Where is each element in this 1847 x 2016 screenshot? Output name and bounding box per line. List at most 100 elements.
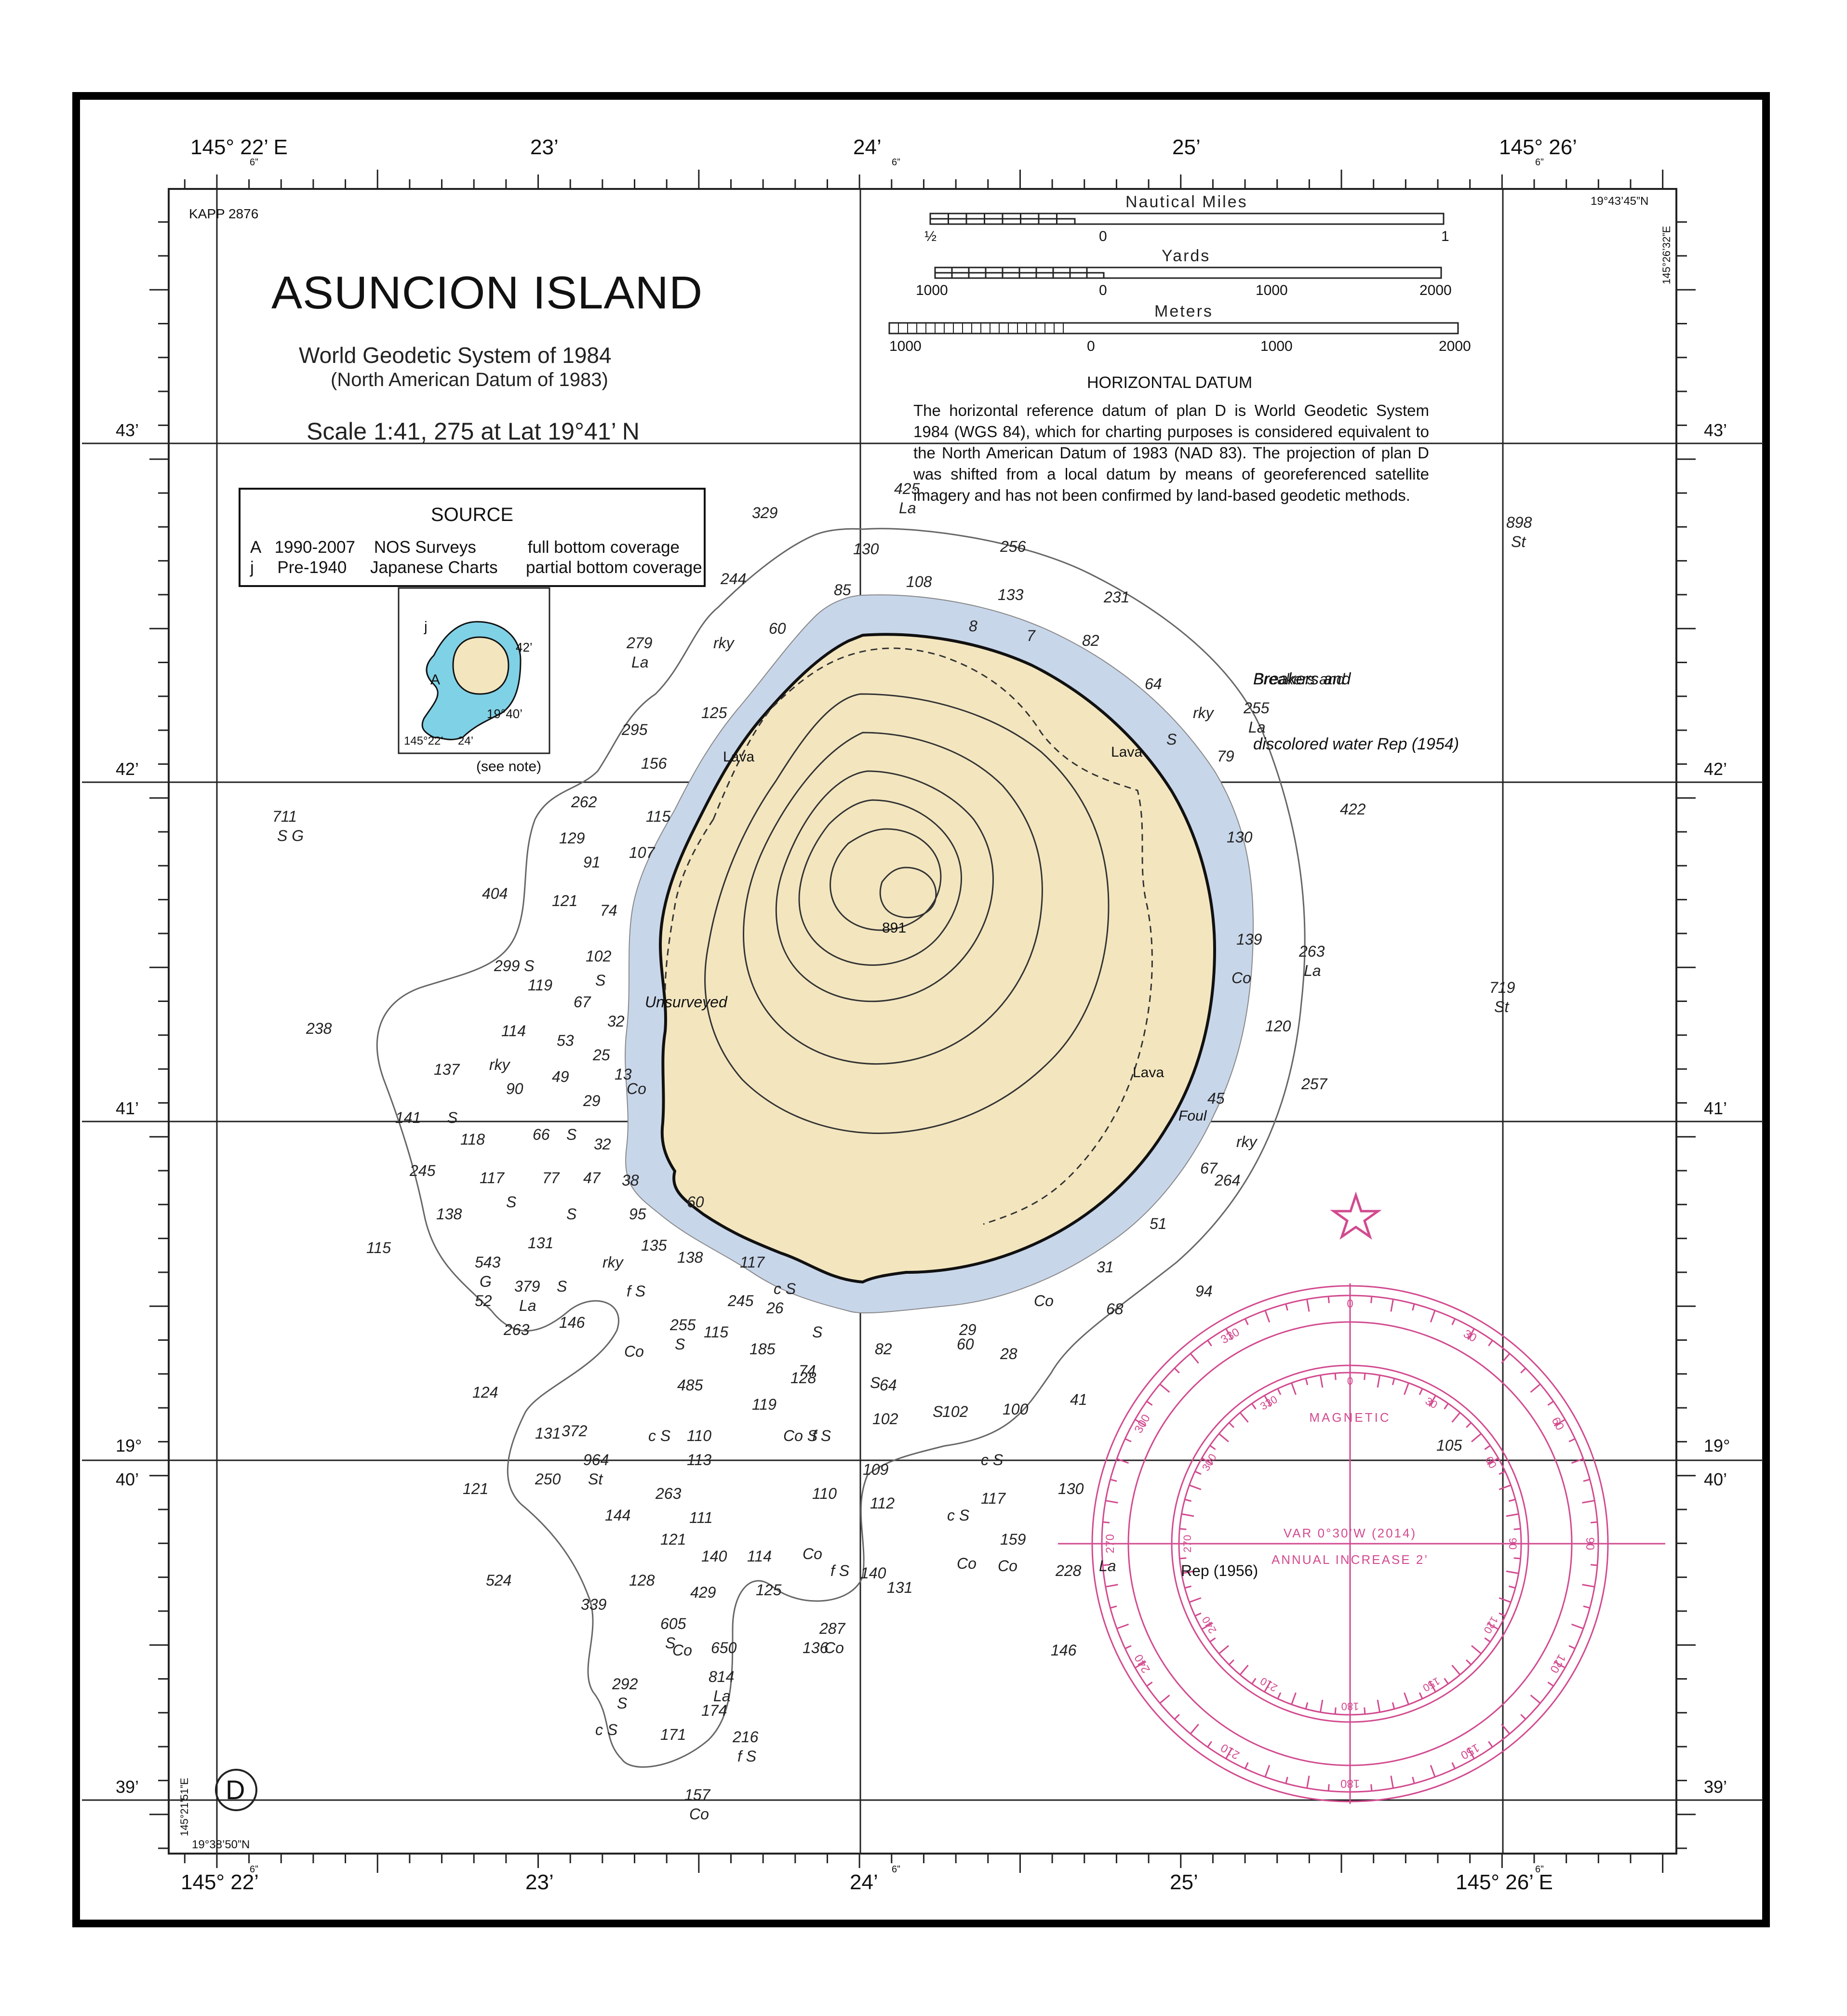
sounding: 287 — [819, 1620, 846, 1637]
inset-label: A — [430, 672, 440, 688]
top-longitude-ruler — [184, 170, 1664, 189]
bottom-longitude-label: 23’ — [525, 1870, 554, 1894]
sounding: 156 — [641, 755, 667, 772]
sounding: Co — [672, 1642, 692, 1659]
sounding: 131 — [887, 1579, 912, 1596]
sounding: 964 — [583, 1451, 609, 1469]
sounding: rky — [489, 1056, 511, 1073]
sounding: c S — [981, 1451, 1003, 1469]
sounding: 60 — [769, 620, 786, 637]
sounding: 216 — [732, 1728, 759, 1746]
sounding: 814 — [709, 1668, 734, 1685]
neatline — [168, 188, 1677, 1855]
scale-tick-yards: 2000 — [1419, 282, 1452, 298]
right-latitude-label: 40’ — [1704, 1469, 1727, 1489]
sounding: f S — [812, 1427, 831, 1444]
compass-degree-label: 270 — [1181, 1535, 1193, 1553]
sounding: S — [506, 1193, 516, 1211]
compass-degree-label: 300 — [1200, 1452, 1219, 1473]
sounding: Co — [1034, 1292, 1054, 1309]
top-longitude-label: 23’ — [530, 135, 559, 159]
sounding: 51 — [1150, 1215, 1167, 1232]
summit-elevation: 891 — [882, 920, 906, 936]
sounding: 115 — [704, 1323, 728, 1341]
scale-tick-yards: 1000 — [916, 282, 948, 298]
sounding: 102 — [942, 1403, 968, 1420]
bottom-longitude-label: 25’ — [1170, 1870, 1198, 1894]
sounding-bottom-quality: St — [588, 1470, 603, 1488]
sounding: 255 — [669, 1316, 696, 1334]
scale-label-yards: Yards — [1162, 247, 1211, 265]
plan-letter: D — [226, 1775, 245, 1805]
bottom-longitude-ruler — [184, 1854, 1664, 1873]
breakers-label: discolored water Rep (1954) — [1253, 735, 1459, 753]
compass-variation: VAR 0°30’W (2014) — [1284, 1526, 1417, 1540]
bottom-longitude-label: 145° 22’ — [181, 1870, 259, 1894]
sounding-bottom-quality: Co — [689, 1805, 709, 1823]
left-latitude-label: 19° — [116, 1436, 142, 1455]
sounding: 110 — [687, 1427, 711, 1444]
sounding: S — [933, 1403, 943, 1420]
sounding: 117 — [480, 1169, 505, 1187]
sounding: 90 — [506, 1080, 523, 1097]
sounding: 140 — [701, 1548, 727, 1565]
sounding: 425 — [894, 480, 920, 497]
sounding: 141 — [395, 1109, 421, 1126]
sounding: f S — [830, 1562, 849, 1579]
sounding: 144 — [605, 1507, 630, 1524]
compass-degree-label: 270 — [1104, 1534, 1117, 1553]
sounding: 146 — [1051, 1642, 1077, 1659]
sounding: 485 — [677, 1376, 703, 1394]
right-latitude-ruler — [1676, 221, 1696, 1849]
scale-label-nautical: Nautical Miles — [1125, 193, 1248, 211]
sounding: 130 — [1227, 828, 1253, 846]
sounding: 26 — [766, 1299, 784, 1317]
sounding: c S — [947, 1507, 969, 1524]
compass-degree-label: 90 — [1507, 1538, 1519, 1549]
sounding: Co — [803, 1545, 822, 1562]
scale-bars — [888, 213, 1459, 334]
sounding: 379 — [514, 1278, 540, 1295]
sounding: 256 — [1000, 538, 1026, 555]
six-second-mark: 6” — [892, 157, 900, 168]
sounding: 115 — [646, 808, 670, 825]
sounding: 292 — [612, 1675, 638, 1693]
compass-degree-label: 0 — [1347, 1375, 1353, 1387]
sounding: f S — [627, 1282, 645, 1300]
sounding: 128 — [790, 1369, 816, 1387]
sounding: 113 — [687, 1451, 711, 1469]
sounding: 67 — [1200, 1160, 1218, 1177]
sounding: 133 — [998, 586, 1024, 603]
sounding: rky — [602, 1254, 624, 1271]
compass-degree-label: 120 — [1481, 1615, 1500, 1636]
foul-label: Foul — [1178, 1108, 1207, 1124]
sounding: 422 — [1340, 801, 1366, 818]
sounding: 605 — [660, 1615, 686, 1632]
sounding: 31 — [1097, 1258, 1114, 1276]
north-star-icon — [1330, 1191, 1382, 1240]
sounding: 650 — [711, 1639, 737, 1656]
sounding: 137 — [434, 1061, 460, 1078]
scale-tick-nautical: 1 — [1441, 228, 1449, 244]
sounding: 82 — [1082, 632, 1099, 649]
chart-title: ASUNCION ISLAND — [271, 267, 703, 319]
sounding-bottom-quality: La — [899, 499, 916, 517]
sounding: S — [1166, 731, 1177, 748]
sounding: 115 — [366, 1239, 391, 1256]
sounding: 372 — [562, 1422, 588, 1440]
top-longitude-label: 145° 26’ — [1499, 135, 1577, 159]
sounding: 45 — [1207, 1090, 1225, 1107]
sounding: 60 — [687, 1193, 704, 1211]
sounding: 118 — [460, 1131, 485, 1148]
sounding: 329 — [752, 504, 778, 521]
bottom-longitude-label: 145° 26’ E — [1456, 1870, 1553, 1894]
sounding: 52 — [475, 1292, 492, 1309]
chart-id: KAPP 2876 — [189, 206, 259, 221]
sounding: 114 — [747, 1548, 772, 1565]
compass-degree-label: 330 — [1258, 1393, 1279, 1413]
sounding: S — [812, 1323, 822, 1341]
compass-degree-label: 210 — [1218, 1741, 1242, 1762]
top-longitude-label: 24’ — [853, 135, 882, 159]
sounding-bottom-quality: La — [631, 654, 649, 671]
